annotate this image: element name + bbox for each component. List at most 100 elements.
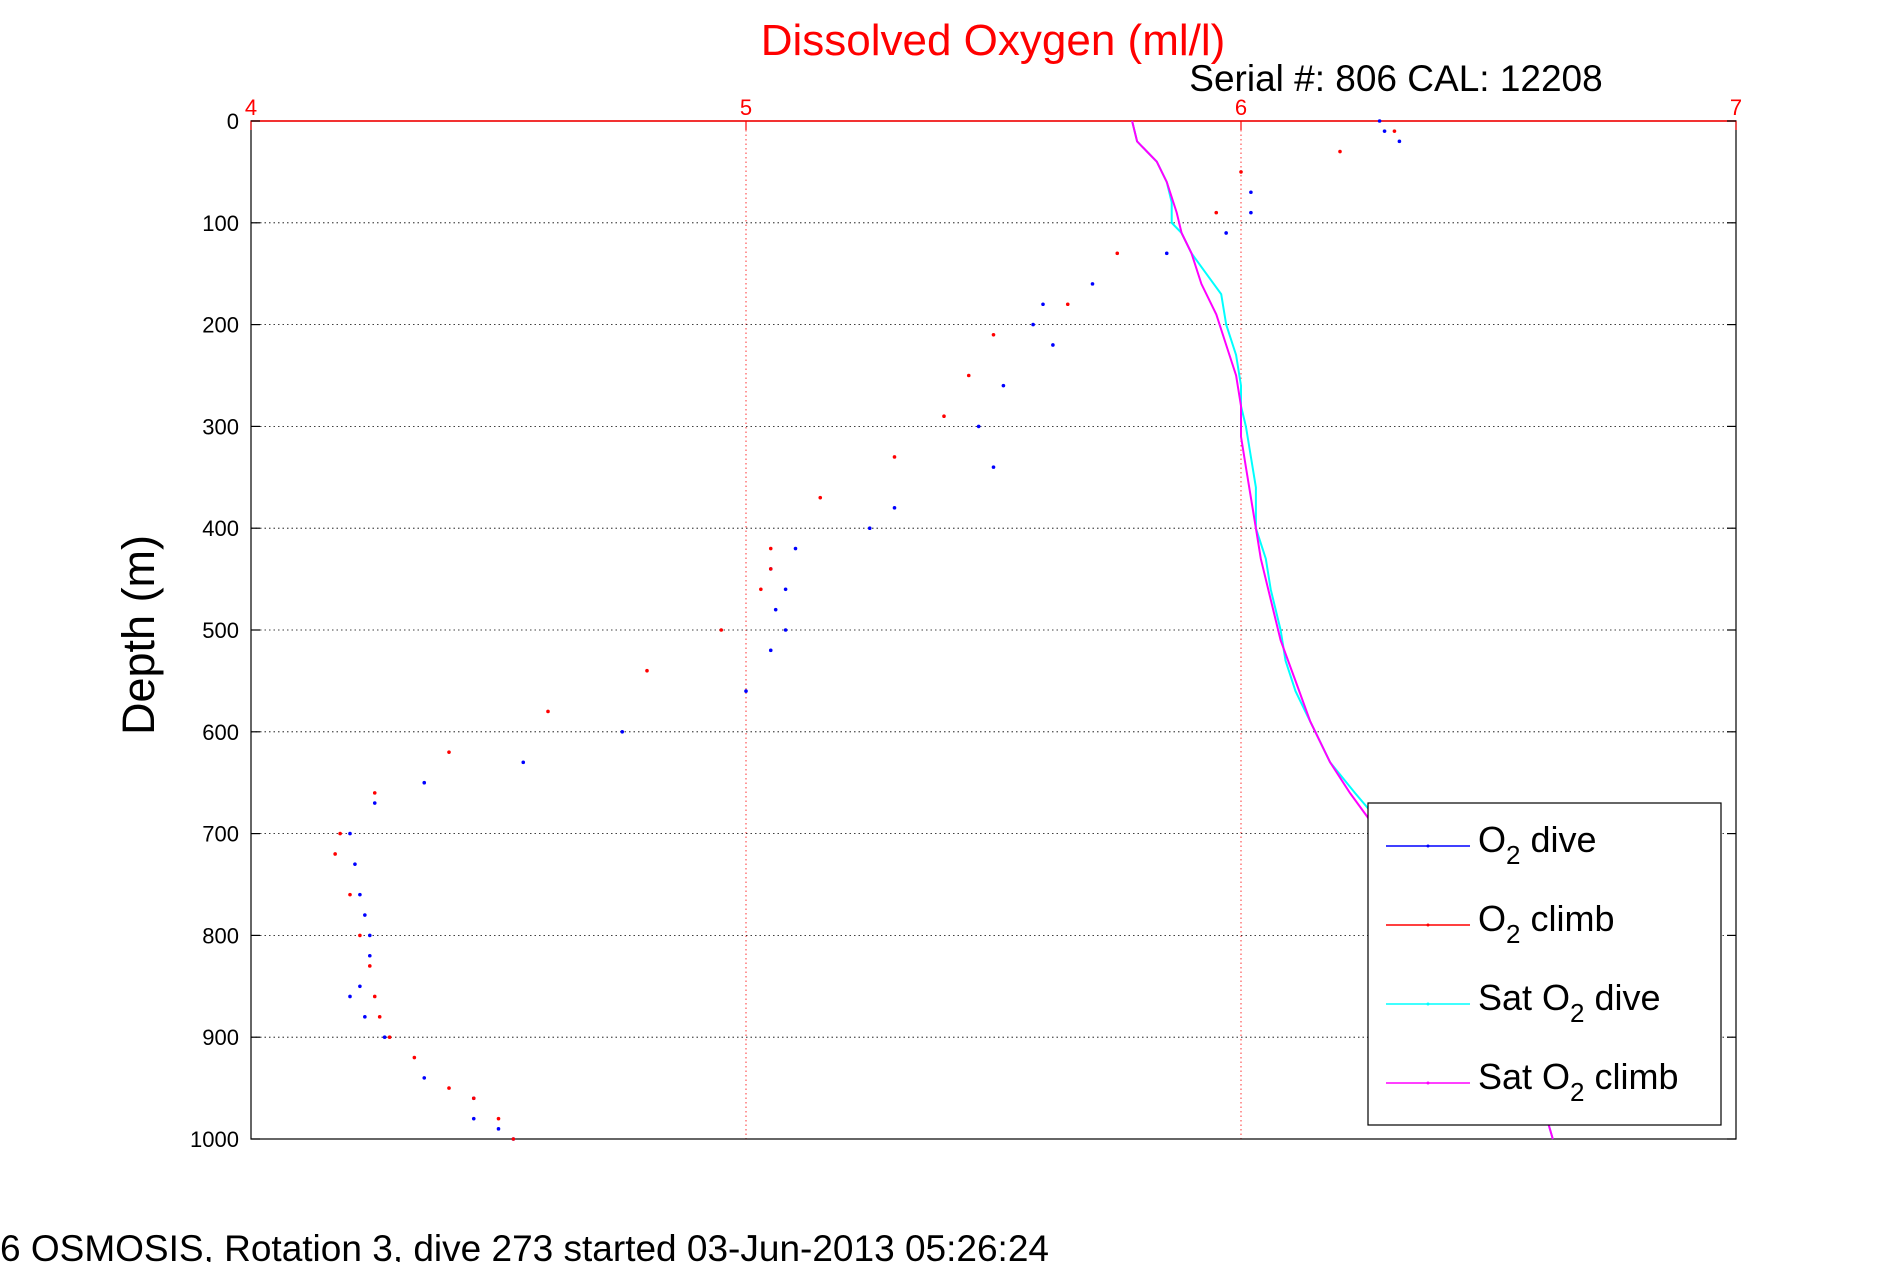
data-point [1249, 210, 1253, 215]
x-tick-label: 6 [1235, 95, 1247, 120]
legend-swatch-marker [1426, 844, 1430, 848]
data-point [368, 933, 372, 938]
chart-title: Dissolved Oxygen (ml/l) [761, 16, 1226, 65]
legend-label: Sat O2 climb [1478, 1056, 1679, 1107]
data-point [372, 801, 377, 805]
data-point [387, 1035, 392, 1039]
data-point [892, 455, 897, 459]
data-point [363, 913, 367, 917]
data-point [818, 495, 823, 500]
y-tick-label: 600 [202, 720, 239, 745]
data-point [422, 780, 427, 785]
data-point [768, 648, 773, 653]
data-point [942, 414, 946, 419]
series-1 [333, 129, 1397, 1141]
data-point [358, 933, 362, 938]
data-point [363, 1015, 367, 1019]
data-point [377, 1015, 382, 1019]
legend-swatch-marker [1426, 1081, 1430, 1085]
data-point [368, 964, 372, 968]
data-point [768, 546, 773, 551]
y-ticks: 0 100 200 300 400 500 600 700 800 900 1000 [190, 109, 1736, 1152]
y-tick-label: 100 [202, 211, 239, 236]
legend-label: O2 climb [1478, 898, 1615, 949]
data-point [744, 689, 748, 693]
x-tick-label: 5 [740, 95, 752, 120]
data-point [867, 526, 872, 530]
data-point [1115, 251, 1120, 256]
legend-box [1367, 802, 1722, 1126]
data-point [719, 628, 724, 632]
y-tick-label: 900 [202, 1025, 239, 1050]
data-point [1164, 251, 1169, 256]
legend: O2 dive O2 climb Sat O2 dive Sat O2 climb [1367, 802, 1722, 1126]
legend-swatch-marker [1426, 923, 1430, 927]
data-point [382, 1035, 387, 1039]
y-tick-label: 400 [202, 516, 239, 541]
data-point [348, 994, 352, 999]
data-point [521, 760, 526, 765]
data-point [1397, 139, 1402, 144]
chart-subtitle: Serial #: 806 CAL: 12208 [1189, 58, 1602, 99]
x-tick-label: 7 [1730, 95, 1742, 120]
data-point [1224, 231, 1228, 235]
data-point [372, 791, 377, 795]
y-tick-label: 800 [202, 923, 239, 948]
legend-label: O2 dive [1478, 819, 1597, 870]
data-point [447, 1086, 451, 1090]
y-tick-label: 0 [227, 109, 239, 134]
data-point [1090, 282, 1095, 286]
data-point [991, 465, 996, 469]
legend-swatch-marker [1426, 1002, 1430, 1006]
data-point [447, 750, 451, 754]
data-point [759, 587, 763, 592]
data-point [620, 730, 625, 734]
data-point [1249, 190, 1253, 195]
data-point [496, 1116, 501, 1121]
data-point [358, 892, 362, 897]
y-tick-label: 700 [202, 822, 239, 847]
data-point [372, 994, 377, 999]
data-point [976, 424, 981, 429]
data-point [348, 831, 352, 836]
x-tick-label: 4 [245, 95, 257, 120]
data-point [333, 852, 337, 856]
data-point [546, 709, 550, 714]
data-point [368, 953, 372, 958]
data-point [1392, 129, 1397, 133]
footer-caption: 6 OSMOSIS, Rotation 3, dive 273 started … [0, 1228, 1049, 1262]
data-point [348, 892, 352, 897]
legend-label: Sat O2 dive [1478, 977, 1661, 1028]
data-point [793, 546, 798, 551]
x-ticks: 4 5 6 7 [245, 95, 1742, 130]
data-point [991, 332, 996, 337]
y-axis-label: Depth (m) [113, 535, 164, 735]
data-point [1239, 170, 1243, 174]
data-point [768, 567, 773, 571]
data-point [1001, 383, 1006, 388]
data-point [358, 984, 362, 989]
data-point [511, 1137, 516, 1141]
y-tick-label: 500 [202, 618, 239, 643]
y-tick-label: 1000 [190, 1127, 239, 1152]
data-point [353, 862, 357, 866]
data-point [773, 607, 778, 612]
data-point [471, 1116, 476, 1121]
data-point [412, 1055, 417, 1060]
data-point [645, 668, 649, 673]
y-tick-label: 300 [202, 414, 239, 439]
y-tick-label: 200 [202, 313, 239, 338]
data-point [783, 628, 788, 632]
data-point [1382, 129, 1387, 133]
data-point [496, 1127, 501, 1131]
data-point [338, 831, 342, 836]
data-point [783, 587, 788, 592]
data-point [422, 1076, 427, 1080]
data-point [1214, 210, 1219, 215]
data-point [892, 506, 897, 510]
data-point [1065, 302, 1070, 307]
data-point [1031, 322, 1035, 327]
data-point [471, 1096, 476, 1101]
data-point [1338, 149, 1342, 154]
